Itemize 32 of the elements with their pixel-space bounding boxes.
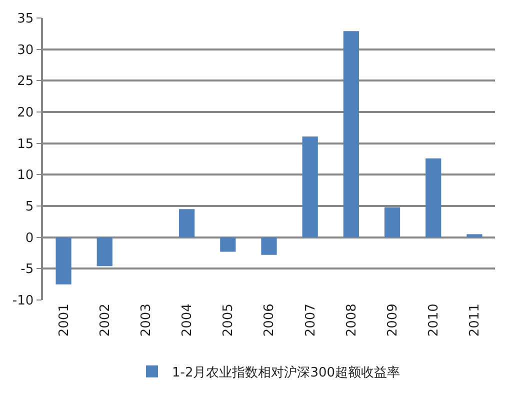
y-tick-label: 15 — [17, 136, 34, 152]
x-tick-label: 2005 — [221, 304, 236, 337]
x-tick-label: 2002 — [98, 304, 113, 337]
y-tick-label: 35 — [17, 12, 34, 27]
y-tick-label: 10 — [17, 168, 34, 184]
bar — [220, 237, 236, 252]
bar — [343, 31, 359, 238]
y-tick-label: 5 — [25, 200, 34, 215]
x-tick-label: 2010 — [426, 304, 442, 337]
x-tick-label: 2006 — [262, 304, 278, 337]
bar — [426, 158, 442, 238]
x-tick-label: 2011 — [468, 304, 483, 337]
bar — [96, 237, 112, 266]
x-tick-label: 2003 — [138, 304, 154, 337]
y-tick-label: 25 — [17, 74, 34, 90]
x-tick-label: 2008 — [344, 304, 360, 337]
y-tick-label: 0 — [25, 230, 34, 246]
y-tick-label: 20 — [17, 106, 34, 121]
x-tick-label: 2007 — [303, 304, 318, 337]
bar — [466, 234, 482, 238]
legend-label: 1-2月农业指数相对沪深300超额收益率 — [172, 364, 400, 380]
bar — [179, 209, 195, 238]
bar — [261, 237, 277, 255]
x-tick-label: 2001 — [56, 304, 72, 337]
y-tick-label: -10 — [12, 294, 34, 309]
bar — [56, 237, 72, 284]
x-tick-label: 2004 — [180, 304, 196, 337]
y-tick-label: 30 — [17, 42, 34, 58]
x-tick-label: 2009 — [385, 304, 400, 337]
bar — [302, 136, 318, 238]
y-tick-label: -5 — [20, 262, 34, 278]
bar — [384, 207, 400, 238]
